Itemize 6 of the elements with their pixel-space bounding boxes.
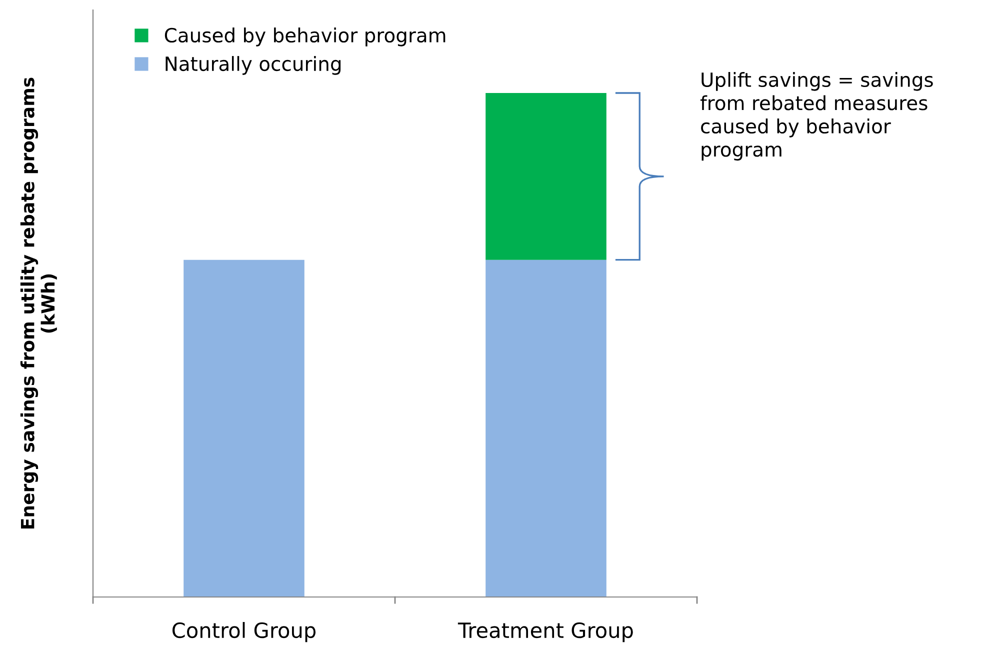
text: Uplift savings = savings from rebated measures caused by behavior program	[700, 72, 933, 161]
x-tick-label: Control Group	[172, 622, 316, 642]
legend-label: Caused by behavior program	[164, 28, 446, 46]
y-axis-title: Energy savings from utility rebate programs (kWh)	[20, 78, 57, 528]
x-tick-label: Treatment Group	[458, 622, 633, 642]
legend-label: Naturally occuring	[166, 56, 341, 75]
